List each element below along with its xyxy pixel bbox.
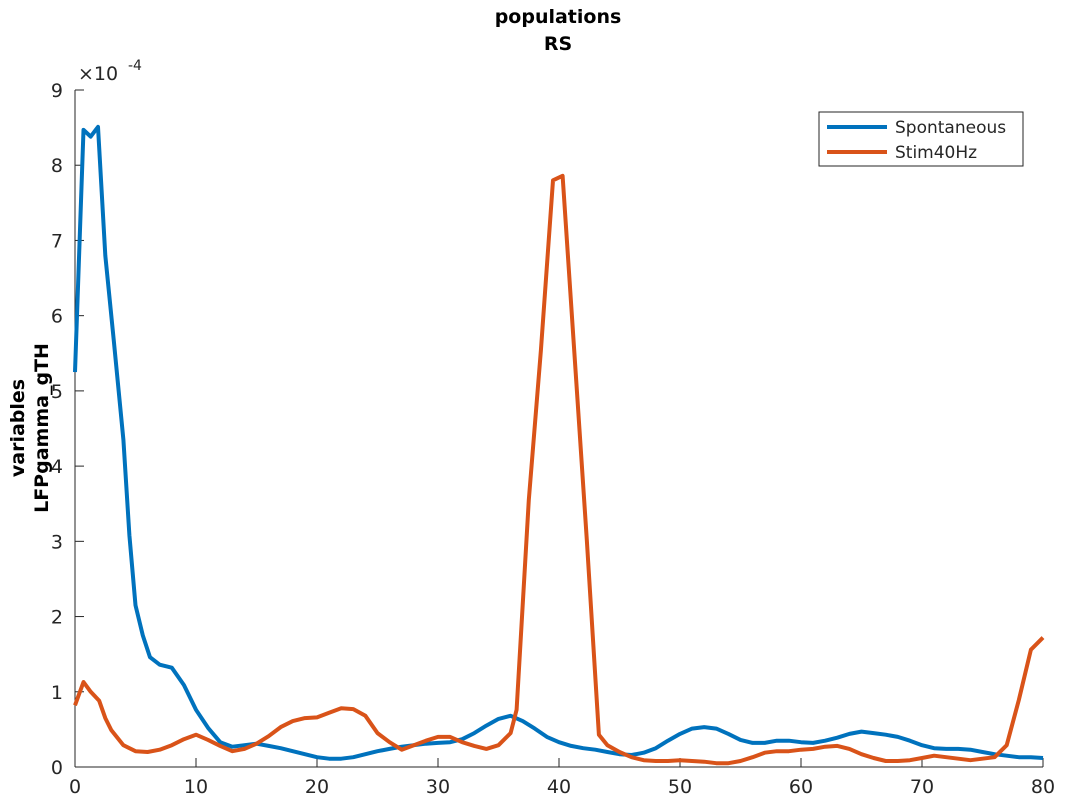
y-tick-label: 8	[51, 155, 63, 177]
legend: Spontaneous Stim40Hz	[818, 111, 1024, 167]
x-tick-label: 30	[426, 776, 450, 798]
legend-label: Stim40Hz	[895, 143, 977, 163]
x-tick-label: 70	[910, 776, 934, 798]
y-tick-label: 0	[51, 757, 63, 779]
y-tick-label: 1	[51, 682, 63, 704]
y-tick-label: 7	[51, 230, 63, 252]
x-tick-label: 80	[1031, 776, 1055, 798]
y-tick-label: 3	[51, 531, 63, 553]
x-tick-label: 20	[305, 776, 329, 798]
y-tick-label: 9	[51, 80, 63, 102]
y-tick-label: 4	[51, 456, 63, 478]
x-tick-label: 60	[789, 776, 813, 798]
y-tick-label: 6	[51, 306, 63, 328]
y-multiplier: ×10	[78, 63, 118, 85]
x-tick-label: 10	[184, 776, 208, 798]
y-axis-label: LFPgamma_gTH	[31, 343, 53, 513]
chart-subtitle: RS	[544, 33, 572, 55]
y-axis-label: variables	[7, 379, 29, 477]
x-tick-label: 40	[547, 776, 571, 798]
y-tick-label: 2	[51, 607, 63, 629]
data-line	[73, 124, 1044, 761]
x-tick-label: 50	[668, 776, 692, 798]
legend-box	[818, 111, 1024, 167]
x-tick-label: 0	[69, 776, 81, 798]
data-line	[73, 173, 1045, 766]
legend-label: Spontaneous	[895, 118, 1006, 138]
y-tick-label: 5	[51, 381, 63, 403]
chart-title: populations	[495, 6, 622, 28]
y-exponent: -4	[128, 58, 142, 74]
